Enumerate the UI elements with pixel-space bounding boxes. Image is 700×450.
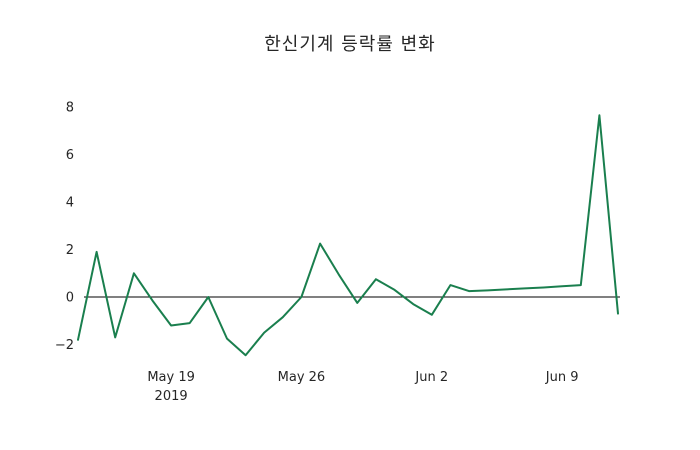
- x-tick-label: Jun 2: [414, 370, 448, 385]
- y-tick-label: 0: [66, 291, 74, 306]
- y-tick-label: 4: [66, 196, 74, 211]
- x-tick-label: Jun 9: [545, 370, 579, 385]
- y-tick-label: −2: [55, 338, 74, 353]
- x-tick-sublabel: 2019: [155, 389, 188, 404]
- chart-title: 한신기계 등락률 변화: [264, 34, 436, 55]
- y-tick-label: 6: [66, 148, 74, 163]
- x-tick-label: May 26: [278, 370, 326, 385]
- price-change-line: [77, 114, 619, 357]
- y-tick-label: 8: [66, 101, 74, 116]
- y-tick-label: 2: [66, 243, 74, 258]
- x-tick-label: May 19: [147, 370, 195, 385]
